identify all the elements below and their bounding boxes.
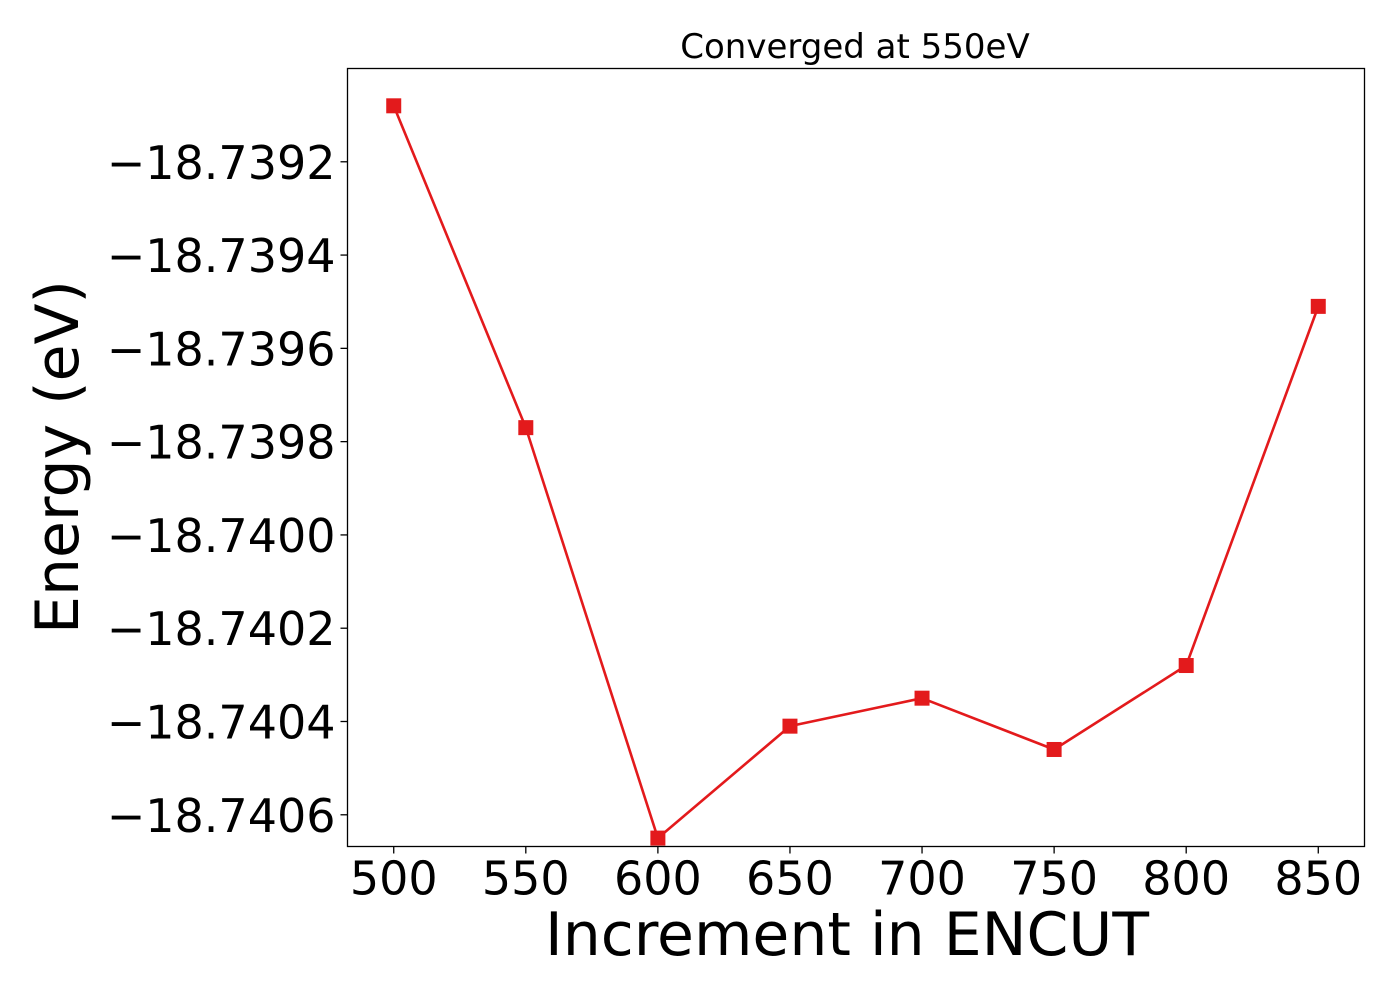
y-tick-label: −18.7406	[107, 789, 336, 843]
data-point-marker	[518, 420, 534, 436]
y-axis-label: Energy (eV)	[23, 280, 93, 634]
x-tick-label: 650	[746, 852, 834, 906]
x-tick-label: 700	[878, 852, 966, 906]
data-point-marker	[386, 98, 402, 114]
x-tick-label: 850	[1274, 852, 1362, 906]
y-axis-ticks: −18.7392 −18.7394 −18.7396 −18.7398 −18.7400…	[107, 136, 348, 843]
y-tick-label: −18.7400	[107, 509, 336, 563]
plot-frame	[346, 67, 1366, 848]
y-tick-label: −18.7392	[107, 136, 336, 190]
x-axis-label: Increment in ENCUT	[545, 900, 1149, 970]
x-axis-ticks: 500 550 600 650 700 750 800 850	[350, 846, 1362, 906]
x-tick-label: 600	[614, 852, 702, 906]
data-point-marker	[914, 690, 930, 706]
x-tick-label: 800	[1142, 852, 1230, 906]
x-tick-label: 750	[1010, 852, 1098, 906]
chart-title: Converged at 550eV	[680, 27, 1029, 67]
data-point-marker	[1178, 658, 1194, 674]
y-tick-label: −18.7394	[107, 229, 336, 283]
data-point-marker	[1310, 298, 1326, 314]
y-tick-label: −18.7396	[107, 322, 336, 376]
x-tick-label: 550	[482, 852, 570, 906]
y-tick-label: −18.7398	[107, 416, 336, 470]
data-point-marker	[650, 830, 666, 846]
series-line	[392, 105, 1320, 840]
y-tick-label: −18.7404	[107, 695, 336, 749]
data-point-marker	[1046, 741, 1062, 757]
x-tick-label: 500	[350, 852, 438, 906]
y-tick-label: −18.7402	[107, 602, 336, 656]
series-group	[386, 98, 1326, 846]
data-point-marker	[782, 718, 798, 734]
